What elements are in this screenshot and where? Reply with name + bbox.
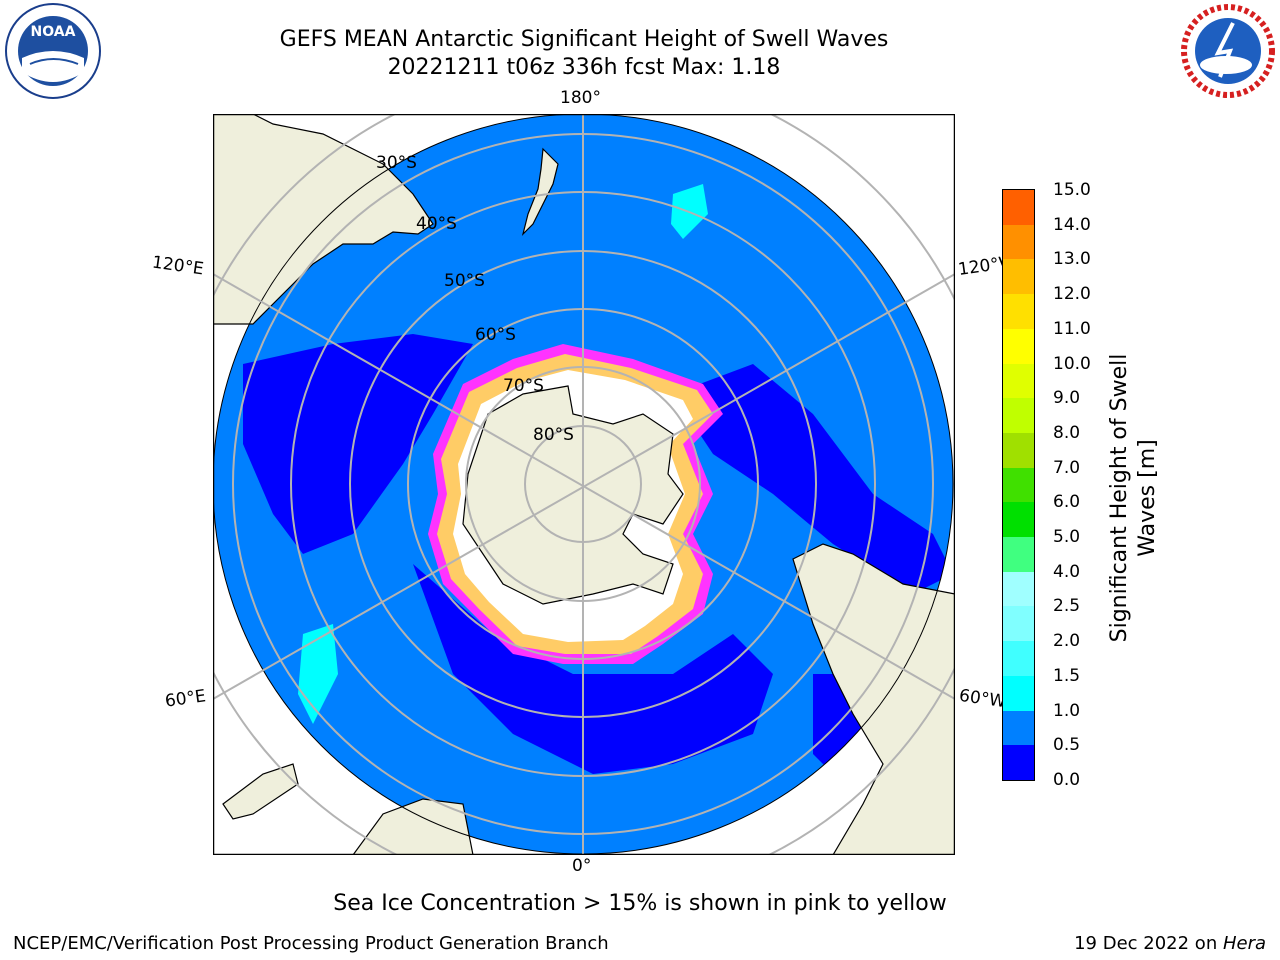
colorbar-segment — [1003, 745, 1034, 780]
colorbar-segment — [1003, 675, 1034, 711]
colorbar-segment — [1003, 190, 1034, 225]
credit-text: NCEP/EMC/Verification Post Processing Pr… — [13, 933, 609, 954]
colorbar-tick-label: 14.0 — [1053, 214, 1091, 235]
land-madagascar — [222, 763, 299, 820]
colorbar-segment — [1003, 641, 1034, 676]
lon-label-60w: 60°W — [957, 685, 1008, 713]
colorbar-segment — [1003, 467, 1034, 503]
colorbar-segment — [1003, 224, 1034, 260]
colorbar-segment — [1003, 432, 1034, 468]
colorbar-segment — [1003, 398, 1034, 433]
land-antarctica — [462, 385, 684, 605]
lon-label-60e: 60°E — [163, 686, 208, 712]
lat-label-40s: 40°S — [416, 214, 457, 234]
lon-label-180: 180° — [560, 88, 601, 108]
colorbar-tick-label: 1.5 — [1053, 665, 1081, 686]
colorbar — [1002, 189, 1035, 781]
colorbar-tick-label: 11.0 — [1053, 318, 1091, 339]
lon-label-0: 0° — [572, 856, 592, 876]
noaa-logo-text: NOAA — [31, 24, 76, 40]
colorbar-tick-label: 1.0 — [1053, 700, 1081, 721]
colorbar-tick-label: 13.0 — [1053, 249, 1091, 270]
chart-subtitle: 20221211 t06z 336h fcst Max: 1.18 — [387, 55, 781, 80]
colorbar-segment — [1003, 294, 1034, 329]
colorbar-tick-label: 2.5 — [1053, 596, 1081, 617]
colorbar-segment — [1003, 502, 1034, 538]
colorbar-tick-label: 7.0 — [1053, 457, 1081, 478]
colorbar-segment — [1003, 259, 1034, 295]
colorbar-tick-label: 12.0 — [1053, 284, 1091, 305]
polar-map: 30°S 40°S 50°S 60°S 70°S 80°S — [213, 114, 955, 855]
chart-title: GEFS MEAN Antarctic Significant Height o… — [279, 27, 889, 52]
low-swell-pacific — [673, 364, 953, 594]
low-swell-atlantic — [413, 564, 773, 774]
colorbar-tick-label: 5.0 — [1053, 527, 1081, 548]
national-weather-service-logo — [1178, 3, 1278, 103]
sea-ice-note: Sea Ice Concentration > 15% is shown in … — [333, 891, 947, 916]
lat-label-80s: 80°S — [533, 425, 574, 445]
date-prefix: 19 Dec 2022 on — [1074, 933, 1223, 954]
lat-label-50s: 50°S — [444, 271, 485, 291]
colorbar-tick-label: 4.0 — [1053, 561, 1081, 582]
colorbar-tick-label: 8.0 — [1053, 422, 1081, 443]
colorbar-segment — [1003, 328, 1034, 364]
lon-label-120e: 120°E — [150, 252, 205, 280]
colorbar-tick-label: 15.0 — [1053, 180, 1091, 200]
colorbar-segment — [1003, 571, 1034, 607]
colorbar-label: Significant Height of Swell Waves [m] — [1104, 330, 1164, 660]
land-new-zealand — [521, 147, 559, 236]
date-machine: Hera — [1222, 933, 1266, 954]
colorbar-tick-label: 0.0 — [1053, 770, 1081, 790]
date-text: 19 Dec 2022 on Hera — [1074, 933, 1266, 954]
colorbar-tick-label: 6.0 — [1053, 492, 1081, 513]
lat-label-30s: 30°S — [376, 153, 417, 173]
colorbar-tick-label: 2.0 — [1053, 631, 1081, 652]
colorbar-segment — [1003, 537, 1034, 572]
lat-label-70s: 70°S — [503, 376, 544, 396]
colorbar-tick-label: 10.0 — [1053, 353, 1091, 374]
lat-label-60s: 60°S — [475, 325, 516, 345]
colorbar-label-line1: Significant Height of Swell — [1107, 353, 1132, 643]
colorbar-tick-label: 0.5 — [1053, 735, 1081, 756]
colorbar-tick-label: 9.0 — [1053, 388, 1081, 409]
graticule — [213, 114, 955, 855]
noaa-logo: NOAA — [2, 2, 104, 104]
colorbar-label-line2: Waves [m] — [1135, 439, 1160, 557]
colorbar-segment — [1003, 606, 1034, 642]
colorbar-segment — [1003, 363, 1034, 399]
colorbar-segment — [1003, 710, 1034, 746]
